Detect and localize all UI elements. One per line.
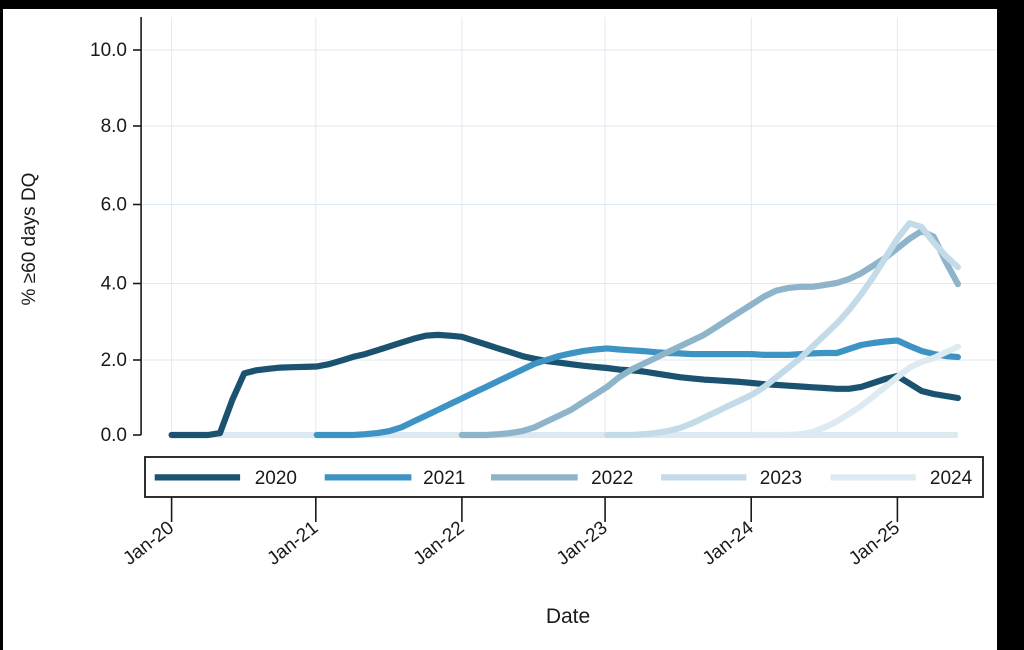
svg-text:2023: 2023 bbox=[760, 468, 802, 489]
svg-text:10.0: 10.0 bbox=[90, 40, 127, 61]
svg-text:Jan-25: Jan-25 bbox=[845, 517, 904, 569]
svg-text:Jan-24: Jan-24 bbox=[699, 517, 758, 570]
svg-text:% ≥60 days DQ: % ≥60 days DQ bbox=[19, 173, 40, 306]
svg-text:Date: Date bbox=[546, 605, 590, 628]
svg-text:0.0: 0.0 bbox=[101, 425, 127, 446]
svg-text:8.0: 8.0 bbox=[101, 116, 127, 137]
svg-text:2022: 2022 bbox=[591, 468, 633, 489]
svg-text:2021: 2021 bbox=[423, 468, 465, 489]
svg-text:2.0: 2.0 bbox=[101, 350, 127, 371]
svg-text:4.0: 4.0 bbox=[101, 274, 127, 295]
svg-text:Jan-21: Jan-21 bbox=[264, 517, 323, 569]
svg-text:6.0: 6.0 bbox=[101, 195, 127, 216]
svg-text:Jan-20: Jan-20 bbox=[119, 517, 178, 569]
svg-text:2020: 2020 bbox=[255, 468, 297, 489]
svg-text:Jan-23: Jan-23 bbox=[553, 517, 612, 569]
svg-text:2024: 2024 bbox=[930, 468, 973, 489]
svg-text:Jan-22: Jan-22 bbox=[410, 517, 469, 569]
